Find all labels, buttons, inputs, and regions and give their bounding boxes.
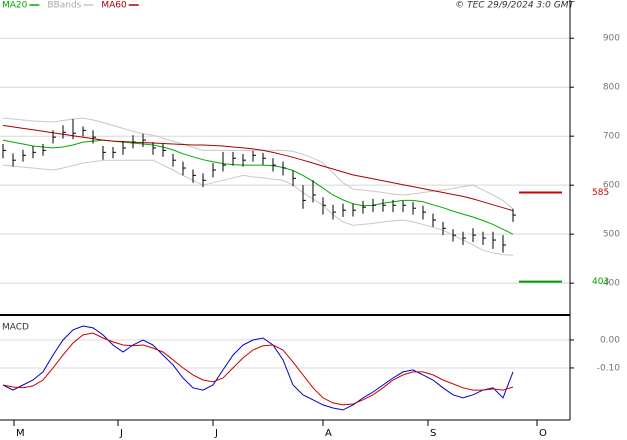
band-upper (2, 117, 514, 210)
y-tick-label: 900 (603, 34, 620, 44)
band-lower (2, 159, 514, 256)
x-tick-label: J (119, 428, 123, 439)
macd-line (2, 325, 514, 411)
ma-line (2, 124, 514, 212)
legend-label: BBands (47, 1, 81, 11)
x-tick-label: O (539, 428, 547, 439)
ma-line (2, 139, 514, 235)
x-tick-label: J (214, 428, 218, 439)
x-tick-label: A (325, 428, 332, 439)
y-tick-label: 700 (603, 132, 620, 142)
target-label: 585 (592, 188, 609, 198)
y-tick-label: 800 (603, 83, 620, 93)
x-tick-label: S (430, 428, 436, 439)
y-tick-label: -0.10 (597, 363, 621, 373)
legend-label: MA20 (2, 1, 28, 11)
source: © TEC 29/9/2024 3:0 GMT (455, 1, 575, 11)
y-tick-label: 500 (603, 230, 620, 240)
y-tick-label: 400 (603, 279, 620, 289)
legend-label: MA60 (101, 1, 127, 11)
target-label: 403 (592, 277, 609, 287)
x-tick-label: M (16, 428, 25, 439)
y-tick-label: 0.00 (600, 335, 620, 345)
y-tick-label: 600 (603, 181, 620, 191)
macd-line (2, 332, 514, 406)
panel-title: MACD (2, 323, 29, 333)
